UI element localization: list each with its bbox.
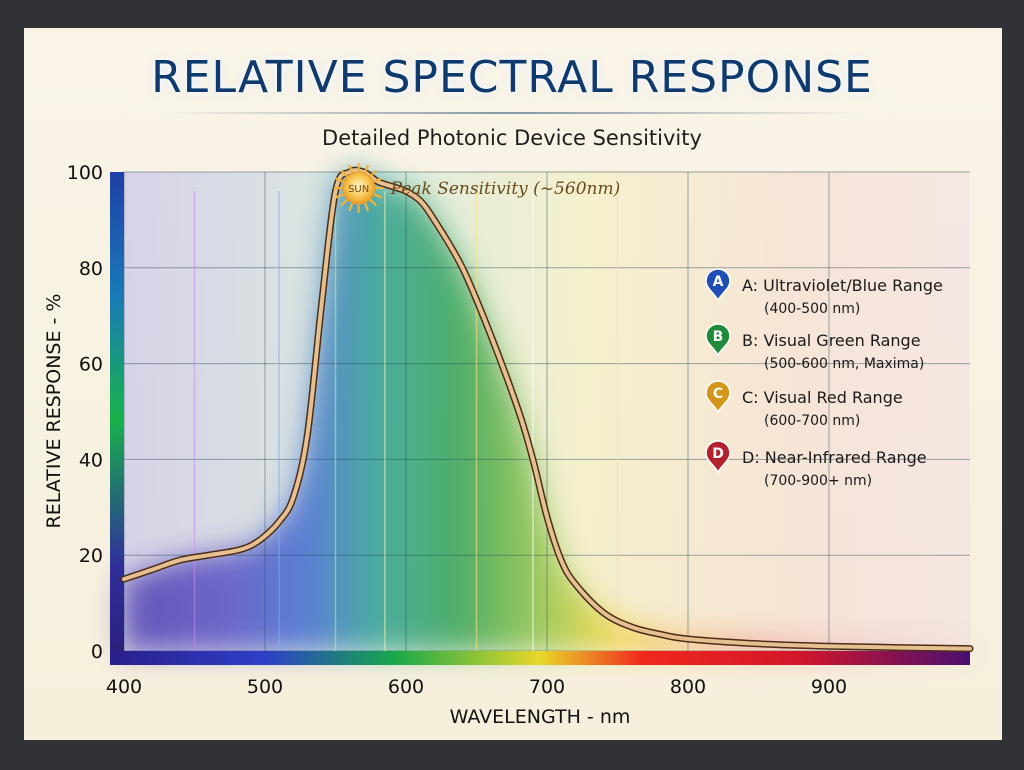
sun-icon [342, 171, 376, 205]
legend-item-c: C C: Visual Red Range (600-700 nm) [705, 380, 903, 429]
y-axis-ticks: 0 20 40 60 80 100 [67, 162, 103, 663]
legend-marker-d [705, 440, 731, 474]
legend-range-b: (500-600 nm, Maxima) [764, 356, 924, 372]
sun-rays [333, 162, 384, 214]
chart-subtitle: Detailed Photonic Device Sensitivity [322, 126, 702, 150]
legend-range-c: (600-700 nm) [764, 413, 860, 429]
y-axis-spectrum-bar [110, 172, 124, 665]
sun-ray-7 [335, 193, 345, 199]
sun-marker-label: SUN [348, 184, 369, 195]
x-tick-400: 400 [106, 676, 142, 698]
x-tick-800: 800 [670, 676, 706, 698]
legend-range-d: (700-900+ nm) [764, 473, 872, 489]
legend: A A: Ultraviolet/Blue Range(400-500 nm)B B… [705, 268, 943, 489]
legend-marker-a [705, 268, 731, 302]
legend-item-d: D D: Near-Infrared Range (700-900+ nm) [705, 440, 927, 489]
sun-ray-1 [372, 193, 382, 199]
sun-ray-11 [348, 164, 354, 175]
legend-marker-c [705, 380, 731, 414]
y-tick-20: 20 [79, 545, 103, 567]
sun-ray-2 [368, 198, 377, 207]
legend-item-b: B B: Visual Green Range (500-600 nm, Maxim… [705, 323, 924, 372]
y-tick-40: 40 [79, 449, 103, 471]
sun-ray-15 [372, 177, 382, 183]
y-tick-80: 80 [79, 258, 103, 280]
response-curve [122, 168, 972, 651]
x-axis-ticks: 400 500 600 700 800 900 [106, 676, 847, 698]
legend-letter-c: C [713, 386, 723, 402]
y-tick-0: 0 [91, 641, 103, 663]
y-tick-100: 100 [67, 162, 103, 184]
x-axis-spectrum-bar [110, 651, 970, 665]
sun-ray-13 [363, 164, 369, 175]
sun-ray-3 [363, 201, 369, 212]
legend-letter-a: A [713, 274, 724, 290]
sun-ray-6 [340, 198, 349, 207]
legend-label-c: C: Visual Red Range [742, 388, 903, 407]
sun-ray-9 [335, 177, 345, 183]
legend-label-b: B: Visual Green Range [742, 331, 921, 350]
title-divider [160, 112, 864, 114]
peak-sensitivity-label: Peak Sensitivity (~560nm) [390, 179, 621, 199]
sun-ray-14 [368, 169, 377, 178]
sun-ray-5 [348, 201, 354, 212]
legend-marker-b [705, 323, 731, 357]
legend-letter-d: D [712, 446, 724, 462]
x-tick-900: 900 [811, 676, 847, 698]
legend-label-a: A: Ultraviolet/Blue Range [742, 276, 943, 295]
x-tick-500: 500 [247, 676, 283, 698]
legend-item-a: A A: Ultraviolet/Blue Range (400-500 nm) [705, 268, 943, 317]
chart-title: RELATIVE SPECTRAL RESPONSE [151, 52, 873, 103]
x-tick-700: 700 [529, 676, 565, 698]
legend-label-d: D: Near-Infrared Range [742, 448, 927, 467]
x-tick-600: 600 [388, 676, 424, 698]
x-axis-label: WAVELENGTH - nm [450, 706, 631, 728]
legend-range-a: (400-500 nm) [764, 301, 860, 317]
legend-letter-b: B [713, 329, 724, 345]
y-axis-label: RELATIVE RESPONSE - % [43, 294, 65, 529]
peak-annotation: SUN Peak Sensitivity (~560nm) [333, 162, 621, 214]
wavelength-glow-lines [193, 191, 619, 651]
y-tick-60: 60 [79, 354, 103, 376]
sun-ray-10 [340, 169, 349, 178]
